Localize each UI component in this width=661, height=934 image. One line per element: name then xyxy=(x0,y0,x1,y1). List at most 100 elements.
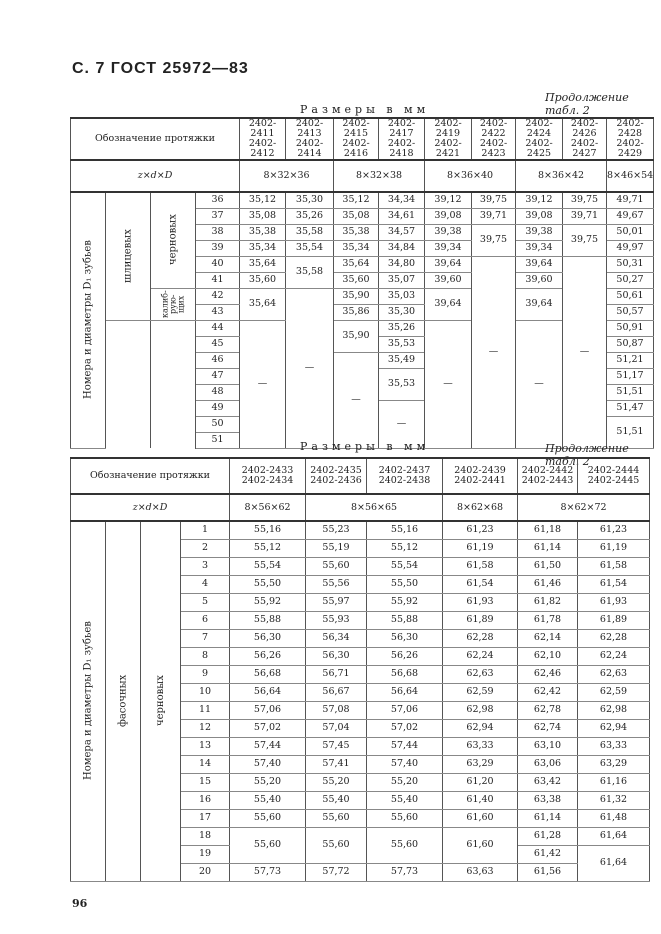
designation-header: 2402-2444 2402-2445 xyxy=(577,457,651,495)
diameter-cell: 57,45 xyxy=(305,737,368,756)
diameter-cell: 62,42 xyxy=(517,683,579,702)
diameter-cell: 35,64 xyxy=(239,288,287,321)
units-note-top: Размеры в мм xyxy=(300,103,430,116)
size-header: 8×56×65 xyxy=(305,493,444,522)
size-header: 8×36×42 xyxy=(515,159,608,193)
diameter-cell: 63,33 xyxy=(442,737,519,756)
diameter-cell: 63,29 xyxy=(577,755,651,774)
diameter-cell: 62,74 xyxy=(517,719,579,738)
diameter-cell: 62,94 xyxy=(577,719,651,738)
diameter-cell: 56,68 xyxy=(366,665,444,684)
tooth-number: 2 xyxy=(179,539,231,558)
diameter-cell: 39,38 xyxy=(515,224,564,241)
tooth-number: 11 xyxy=(179,701,231,720)
diameter-cell: 55,88 xyxy=(229,611,307,630)
diameter-cell: 57,08 xyxy=(305,701,368,720)
diameter-cell: 57,40 xyxy=(366,755,444,774)
diameter-cell: 35,90 xyxy=(333,288,380,305)
diameter-cell: 55,16 xyxy=(229,521,307,540)
diameter-cell: 39,60 xyxy=(424,272,473,289)
diameter-cell: 61,64 xyxy=(577,845,651,882)
tooth-number: 4 xyxy=(179,575,231,594)
diameter-cell: 55,23 xyxy=(305,521,368,540)
tooth-number: 44 xyxy=(194,320,241,337)
size-header: 8×36×40 xyxy=(424,159,517,193)
diameter-cell: 35,34 xyxy=(333,240,380,257)
diameter-cell: 61,16 xyxy=(577,773,651,792)
designation-header: 2402-2415 2402-2416 xyxy=(333,117,380,161)
diameter-cell: 62,10 xyxy=(517,647,579,666)
diameter-cell: 61,58 xyxy=(577,557,651,576)
designation-header: 2402-2417 2402-2418 xyxy=(378,117,426,161)
diameter-cell: 61,93 xyxy=(577,593,651,612)
tooth-number: 6 xyxy=(179,611,231,630)
diameter-cell: 55,56 xyxy=(305,575,368,594)
row-subgroup-label xyxy=(105,320,151,448)
diameter-cell: 62,14 xyxy=(517,629,579,648)
size-label: z×d×D xyxy=(69,493,231,522)
tooth-number: 14 xyxy=(179,755,231,774)
diameter-cell: 55,19 xyxy=(305,539,368,558)
diameter-cell: 62,59 xyxy=(577,683,651,702)
diameter-cell: 63,10 xyxy=(517,737,579,756)
tooth-number: 13 xyxy=(179,737,231,756)
row-subgroup-label: калиб- рую- щих xyxy=(150,288,196,320)
diameter-cell: 55,54 xyxy=(229,557,307,576)
diameter-cell: 35,53 xyxy=(378,336,426,353)
diameter-cell: 61,18 xyxy=(517,521,579,540)
diameter-cell: 55,12 xyxy=(229,539,307,558)
diameter-cell: 57,73 xyxy=(229,863,307,882)
diameter-cell: 61,89 xyxy=(442,611,519,630)
diameter-cell: 62,63 xyxy=(577,665,651,684)
diameter-cell: 55,60 xyxy=(305,809,368,828)
diameter-cell: 35,60 xyxy=(239,272,287,289)
designation-header: 2402-2437 2402-2438 xyxy=(366,457,444,495)
row-group-label: Номера и диаметры D₁ зубьев xyxy=(70,192,106,448)
diameter-cell: 56,64 xyxy=(366,683,444,702)
diameter-cell: 39,64 xyxy=(515,256,564,273)
diameter-cell: 35,12 xyxy=(239,192,287,209)
tooth-number: 40 xyxy=(194,256,241,273)
diameter-cell: 35,30 xyxy=(285,192,335,209)
diameter-cell: 49,67 xyxy=(606,208,655,225)
diameter-cell: 61,28 xyxy=(517,827,579,846)
tooth-number: 46 xyxy=(194,352,241,369)
diameter-cell: 62,98 xyxy=(577,701,651,720)
tooth-number: 16 xyxy=(179,791,231,810)
tooth-number: 5 xyxy=(179,593,231,612)
diameter-cell: 63,33 xyxy=(577,737,651,756)
diameter-cell: 39,75 xyxy=(471,192,517,209)
diameter-cell: 39,34 xyxy=(424,240,473,257)
size-header: 8×32×38 xyxy=(333,159,426,193)
diameter-cell: 35,03 xyxy=(378,288,426,305)
diameter-cell: 61,46 xyxy=(517,575,579,594)
diameter-cell: 50,91 xyxy=(606,320,655,337)
diameter-cell: 56,34 xyxy=(305,629,368,648)
size-header: 8×62×72 xyxy=(517,493,651,522)
diameter-cell: 61,40 xyxy=(442,791,519,810)
diameter-cell: 39,75 xyxy=(562,224,608,257)
diameter-cell: 61,23 xyxy=(442,521,519,540)
diameter-cell: — xyxy=(333,352,380,449)
tooth-number: 17 xyxy=(179,809,231,828)
row-group-label: Номера и диаметры D₁ зубьев xyxy=(70,521,106,881)
diameter-cell: 63,29 xyxy=(442,755,519,774)
diameter-cell: — xyxy=(471,256,517,449)
tooth-number: 45 xyxy=(194,336,241,353)
diameter-cell: 39,71 xyxy=(562,208,608,225)
diameter-cell: 62,63 xyxy=(442,665,519,684)
diameter-cell: 39,34 xyxy=(515,240,564,257)
tooth-number: 20 xyxy=(179,863,231,882)
row-subgroup-label: фасочных xyxy=(105,521,141,881)
diameter-cell: 55,60 xyxy=(366,827,444,864)
diameter-cell: 62,78 xyxy=(517,701,579,720)
diameter-cell: — xyxy=(424,320,473,449)
diameter-cell: 39,64 xyxy=(424,288,473,321)
table-top: Обозначение протяжки 2402-2411 2402-2412 2… xyxy=(69,117,655,449)
diameter-cell: 57,04 xyxy=(305,719,368,738)
tooth-number: 8 xyxy=(179,647,231,666)
tooth-number: 38 xyxy=(194,224,241,241)
diameter-cell: 61,82 xyxy=(517,593,579,612)
diameter-cell: 51,51 xyxy=(606,384,655,401)
diameter-cell: 62,24 xyxy=(442,647,519,666)
